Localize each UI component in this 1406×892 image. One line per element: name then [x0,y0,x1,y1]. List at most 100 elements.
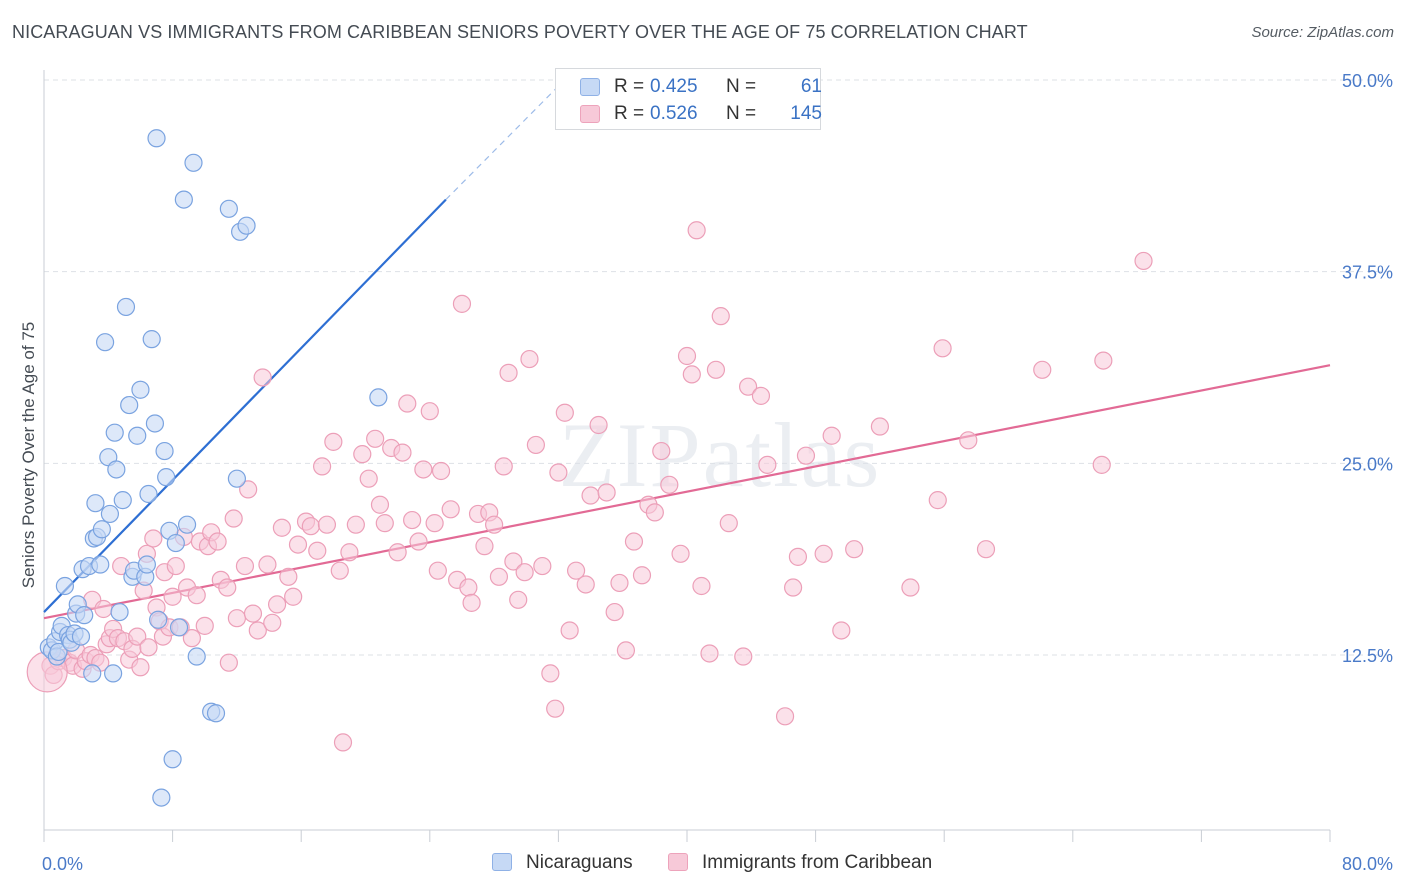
caribbean-point [301,517,320,536]
caribbean-point [1033,360,1052,379]
nicaraguan-point [237,216,256,235]
caribbean-point [128,627,147,646]
caribbean-point [687,221,706,240]
caribbean-point [645,503,664,522]
nicaraguan-points [39,129,388,807]
caribbean-point [533,556,552,576]
caribbean-point [489,567,509,586]
caribbean-point [515,563,534,582]
x-tick-label: 80.0% [1342,854,1393,874]
caribbean-point [589,415,608,435]
caribbean-point [94,599,113,619]
nicaraguans-swatch [580,78,600,96]
nicaraguan-point [137,555,156,574]
caribbean-point [610,573,629,593]
caribbean-point [272,518,292,537]
caribbean-point [692,576,711,596]
nicaraguan-point [49,642,68,662]
caribbean-point [388,543,407,562]
caribbean-point [682,365,701,384]
nicaraguan-point [75,606,94,625]
caribbean-point [462,593,481,612]
caribbean-point [425,514,444,533]
nicaraguan-point [174,190,193,209]
caribbean-point [546,699,565,718]
caribbean-point [822,426,841,445]
nicaraguan-point [177,515,197,534]
caribbean-point [520,349,539,369]
caribbean-point [263,613,282,632]
caribbean-point [738,377,758,396]
caribbean-point [333,733,353,752]
nicaraguan-point [86,494,105,513]
nicaraguan-point [104,664,123,683]
nicaraguan-point [71,627,91,646]
r-label: R = [614,76,645,97]
nicaraguan-point [184,153,203,172]
caribbean-point [312,457,332,476]
caribbean-point [555,403,574,422]
caribbean-point [353,445,372,464]
caribbean-point [605,602,624,622]
caribbean-point [431,461,451,481]
nicaraguan-point [131,380,150,399]
caribbean-point [494,457,513,476]
caribbean-point [459,578,478,597]
stats-box: R = 0.425 N = 61 R = 0.526 N = 145 [555,68,822,130]
caribbean-point [576,575,595,594]
nicaraguan-point [55,576,74,596]
nicaraguan-point [105,423,124,442]
caribbean-point [248,621,267,640]
caribbean-point [1092,455,1111,474]
caribbean-point [509,590,528,609]
caribbean-point [485,515,504,534]
caribbean-point [139,638,158,657]
caribbean-point [775,707,795,726]
caribbean-point [393,443,412,462]
nicaraguan-point [95,333,115,352]
axes [43,70,1331,842]
caribbean-point [700,644,719,663]
caribbean-point [677,346,697,366]
nicaraguan-point [92,520,111,539]
caribbean-point [597,483,616,502]
y-tick-label: 25.0% [1342,454,1393,474]
nicaraguan-point [187,647,206,666]
caribbean-point [660,475,679,494]
caribbean-point [330,561,349,580]
caribbean-point [504,552,523,571]
caribbean-point [288,535,308,554]
caribbean-point [420,402,439,421]
n-label: N = [726,76,757,97]
caribbean-swatch [580,105,600,123]
caribbean-point [253,368,272,387]
trend-lines [43,85,1331,620]
y-tick-label: 50.0% [1342,71,1393,91]
caribbean-point [340,543,359,562]
caribbean-point [928,491,947,510]
caribbean-point [317,515,337,534]
caribbean-point [346,515,365,534]
caribbean-point [166,556,185,576]
source-label: Source: ZipAtlas.com [1251,24,1394,41]
nicaraguan-point [116,297,136,317]
nicaraguan-point [166,533,185,553]
caribbean-point [814,544,833,563]
nicaraguan-point [149,610,168,629]
caribbean-point [566,561,586,580]
nicaraguan-point [128,426,147,445]
caribbean-point [144,529,163,548]
nicaraguan-point [157,468,176,487]
caribbean-point [308,541,327,560]
caribbean-point [549,463,568,482]
r-label: R = [614,103,645,124]
r-value: 0.425 [650,76,698,97]
nicaraguan-point [107,460,126,479]
caribbean-point [870,417,890,436]
caribbean-point [366,429,385,448]
caribbean-point [239,480,258,499]
caribbean-point [218,578,237,597]
nicaraguan-point [145,414,165,433]
caribbean-point [719,514,738,533]
y-tick-label: 12.5% [1342,646,1393,666]
